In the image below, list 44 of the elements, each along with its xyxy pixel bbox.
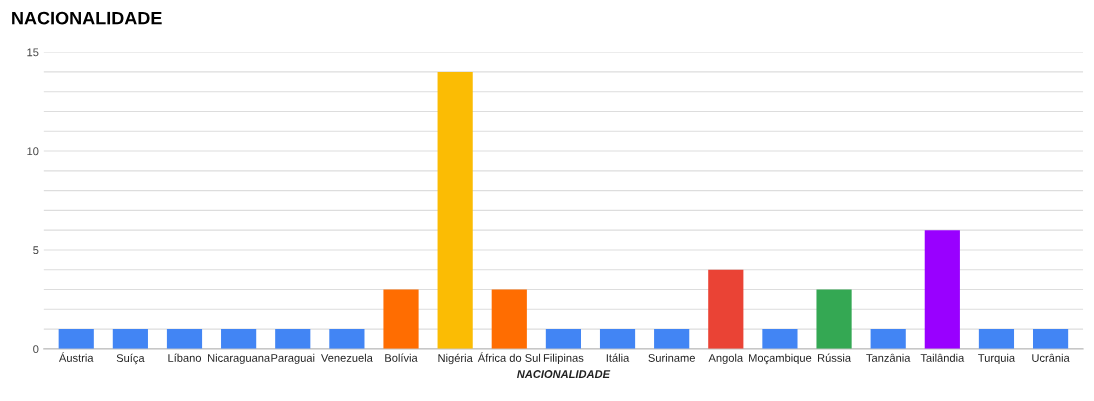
bar: [275, 329, 311, 349]
bar: [329, 329, 365, 349]
bar: [166, 329, 203, 349]
x-tick-label: Itália: [606, 353, 630, 362]
bar: [383, 289, 419, 349]
x-tick-label: Venezuela: [320, 353, 373, 362]
bar: [599, 329, 636, 349]
x-tick-label: Suriname: [648, 353, 695, 362]
x-tick-label: Rússia: [817, 353, 852, 362]
x-tick-label: Bolívia: [385, 353, 418, 362]
bar: [654, 329, 690, 349]
bar: [762, 329, 798, 349]
x-tick-label: Filipinas: [543, 353, 584, 365]
x-axis-title: NACIONALIDADE: [517, 370, 611, 378]
y-tick-label: 0: [33, 345, 39, 354]
y-tick-label: 5: [33, 246, 39, 255]
bar: [870, 329, 906, 349]
x-tick-label: Suíça: [116, 353, 145, 365]
bar: [112, 329, 148, 349]
x-tick-label: Turquia: [978, 353, 1016, 365]
x-tick-label: Nigéria: [438, 353, 473, 365]
bar: [58, 329, 94, 349]
bar: [545, 329, 581, 349]
x-tick-label: Tailândia: [920, 353, 965, 362]
bar: [816, 289, 852, 349]
x-tick-label: Tanzânia: [866, 353, 911, 362]
x-tick-label: Nicaraguana: [208, 353, 271, 365]
bar: [924, 230, 960, 349]
x-tick-label: África do Sul: [477, 352, 541, 362]
bar: [1032, 329, 1069, 349]
x-tick-label: Ucrânia: [1032, 353, 1070, 362]
chart-title: NACIONALIDADE: [12, 11, 162, 25]
x-tick-label: Angola: [708, 353, 744, 365]
x-tick-label: Paraguai: [271, 353, 315, 365]
x-tick-label: Moçambique: [749, 353, 812, 365]
x-tick-label: Líbano: [168, 353, 202, 362]
bar: [221, 329, 257, 349]
y-tick-label: 15: [27, 48, 39, 57]
bar: [708, 269, 744, 349]
bar: [491, 289, 527, 349]
bar: [437, 71, 473, 349]
x-tick-label: Áustria: [58, 352, 94, 362]
y-tick-label: 10: [27, 147, 39, 156]
bar: [978, 329, 1015, 349]
